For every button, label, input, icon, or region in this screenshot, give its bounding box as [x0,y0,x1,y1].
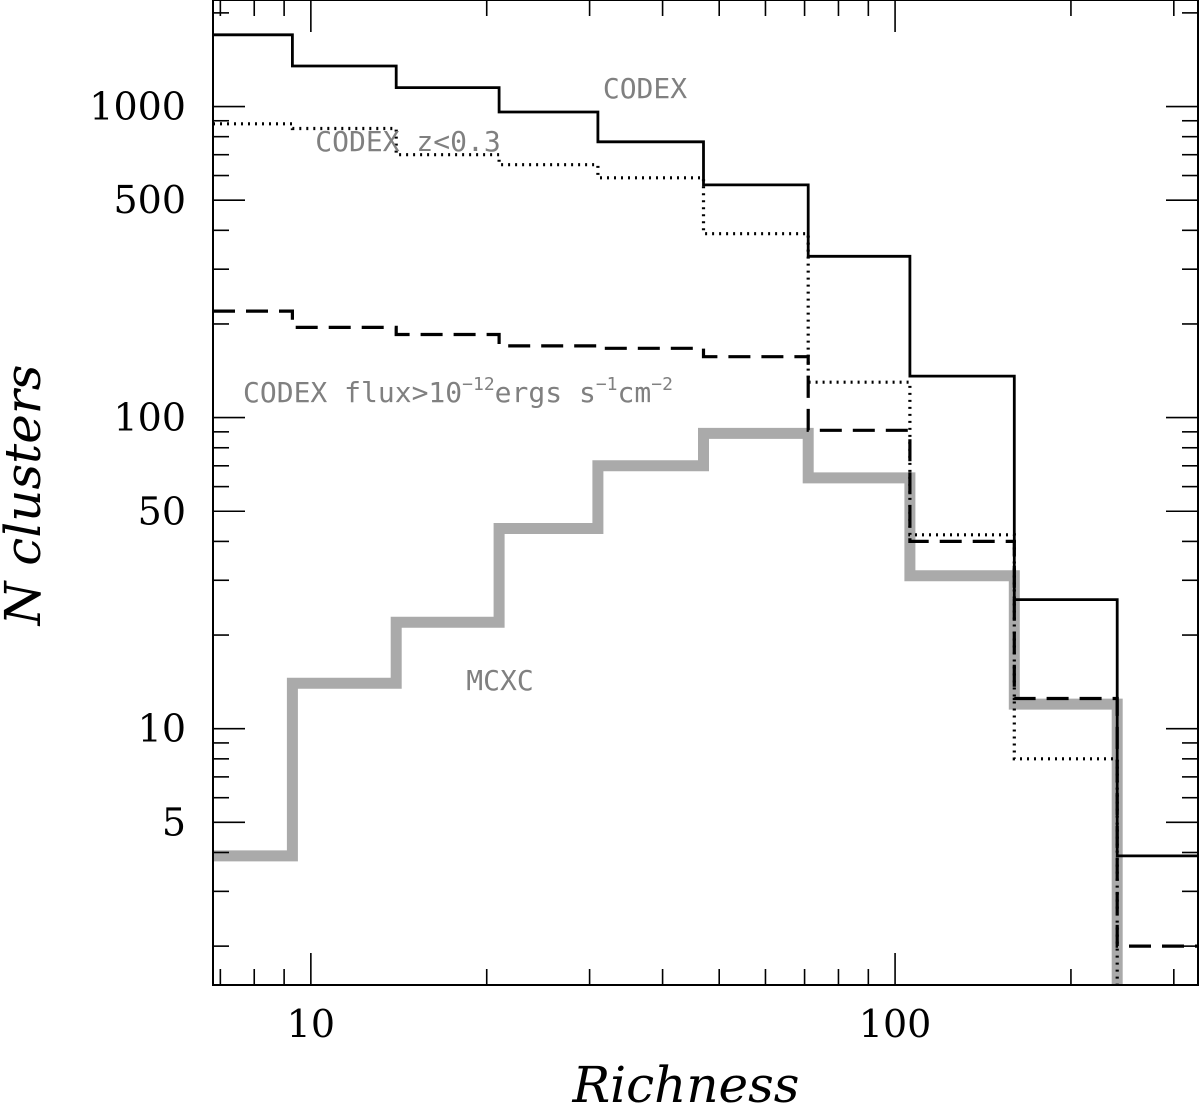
y-tick-label: 500 [113,178,186,222]
series-codex-z-0-3 [213,122,1119,985]
x-axis-label: Richness [572,1056,800,1114]
annotation-flux-sup1: −12 [462,374,495,395]
annotation-codex: CODEX [603,72,687,105]
tick-layer [213,0,1198,985]
y-tick-label: 1000 [89,85,186,129]
y-tick-label: 100 [113,396,186,440]
annotation-codex-flux: CODEX flux>10−12ergs s−1cm−2 [243,374,673,409]
y-tick-label: 10 [138,707,186,751]
annotation-mcxc: MCXC [466,664,533,697]
x-tick-label: 100 [859,1002,932,1046]
annotation-flux-part1: CODEX flux>10 [243,376,462,409]
y-tick-label: 50 [138,489,186,533]
annotation-codex-z03: CODEX z<0.3 [315,125,500,158]
annotation-flux-sup3: −2 [651,374,673,395]
y-tick-label: 5 [162,800,186,844]
annotation-flux-part3: cm [618,376,652,409]
annotation-flux-part2: ergs s [495,376,596,409]
plot-frame [212,0,1199,986]
y-axis-label: N clusters [0,365,52,627]
annotation-flux-sup2: −1 [596,374,618,395]
series-mcxc [213,427,1123,985]
tick-label-layer: 10 100 5 10 50 100 500 1000 [89,85,931,1046]
series-layer [213,33,1198,985]
x-tick-label: 10 [287,1002,335,1046]
series-codex-flux-10-12-ergs-s-1-cm-2 [213,309,1198,948]
